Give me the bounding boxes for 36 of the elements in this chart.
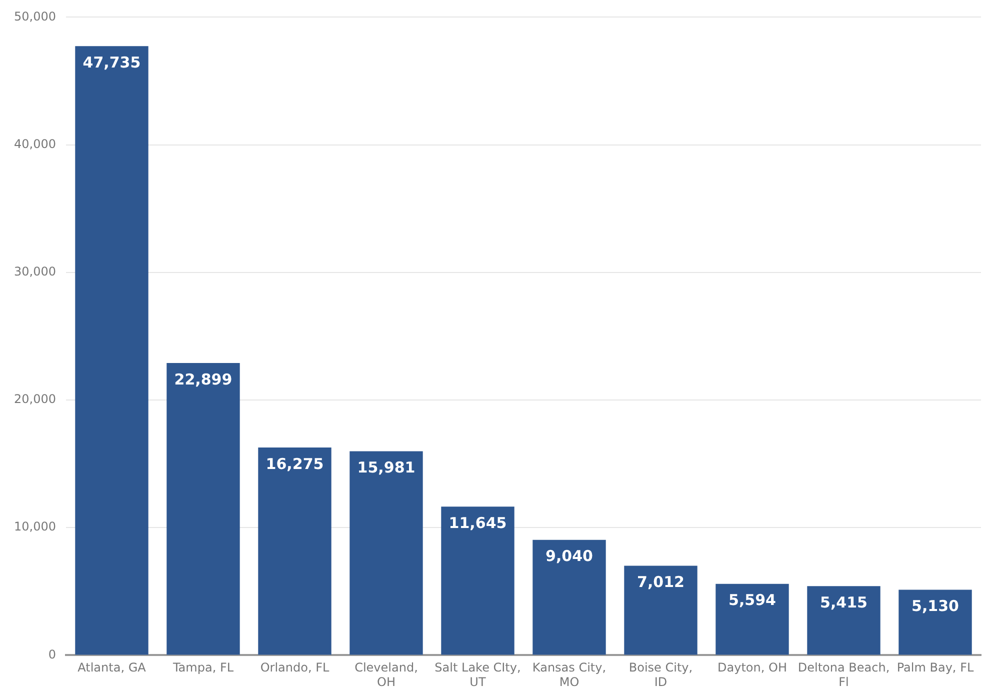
bar — [624, 566, 698, 655]
x-tick-label: Salt Lake CIty, UT — [434, 660, 521, 689]
y-tick-label: 50,000 — [14, 9, 56, 24]
data-label: 11,645 — [448, 514, 507, 532]
y-tick-label: 0 — [48, 647, 56, 662]
bar — [166, 363, 240, 655]
data-label: 15,981 — [357, 458, 416, 477]
bar — [532, 540, 606, 655]
y-tick-label: 30,000 — [14, 264, 56, 279]
data-label: 22,899 — [174, 370, 232, 388]
bar — [258, 448, 332, 655]
x-tick-label: Tampa, FL — [172, 660, 234, 675]
x-tick-label: Deltona Beach, Fl — [798, 660, 890, 689]
x-tick-label: Atlanta, GA — [78, 660, 147, 675]
bar — [441, 506, 514, 655]
x-tick-label: Kansas City, MO — [532, 660, 606, 689]
data-label: 5,130 — [912, 597, 959, 616]
bar — [716, 584, 789, 655]
data-label: 47,735 — [82, 53, 141, 72]
data-label: 7,012 — [637, 573, 684, 592]
x-tick-label: Boise City, ID — [628, 660, 693, 689]
data-label: 5,594 — [728, 591, 776, 610]
x-tick-label: Cleveland, OH — [354, 660, 418, 689]
y-tick-label: 40,000 — [14, 136, 56, 151]
bar — [350, 451, 423, 655]
data-label: 5,415 — [820, 593, 868, 612]
bar — [807, 586, 880, 655]
x-tick-label: Orlando, FL — [260, 660, 330, 675]
bar — [898, 590, 972, 655]
x-tick-label: Palm Bay, FL — [896, 660, 974, 675]
data-label: 16,275 — [266, 454, 324, 473]
data-label: 9,040 — [546, 547, 593, 566]
x-tick-label: Dayton, OH — [718, 660, 787, 675]
bar — [75, 46, 148, 655]
y-tick-label: 10,000 — [14, 520, 56, 534]
y-tick-label: 20,000 — [14, 392, 56, 406]
